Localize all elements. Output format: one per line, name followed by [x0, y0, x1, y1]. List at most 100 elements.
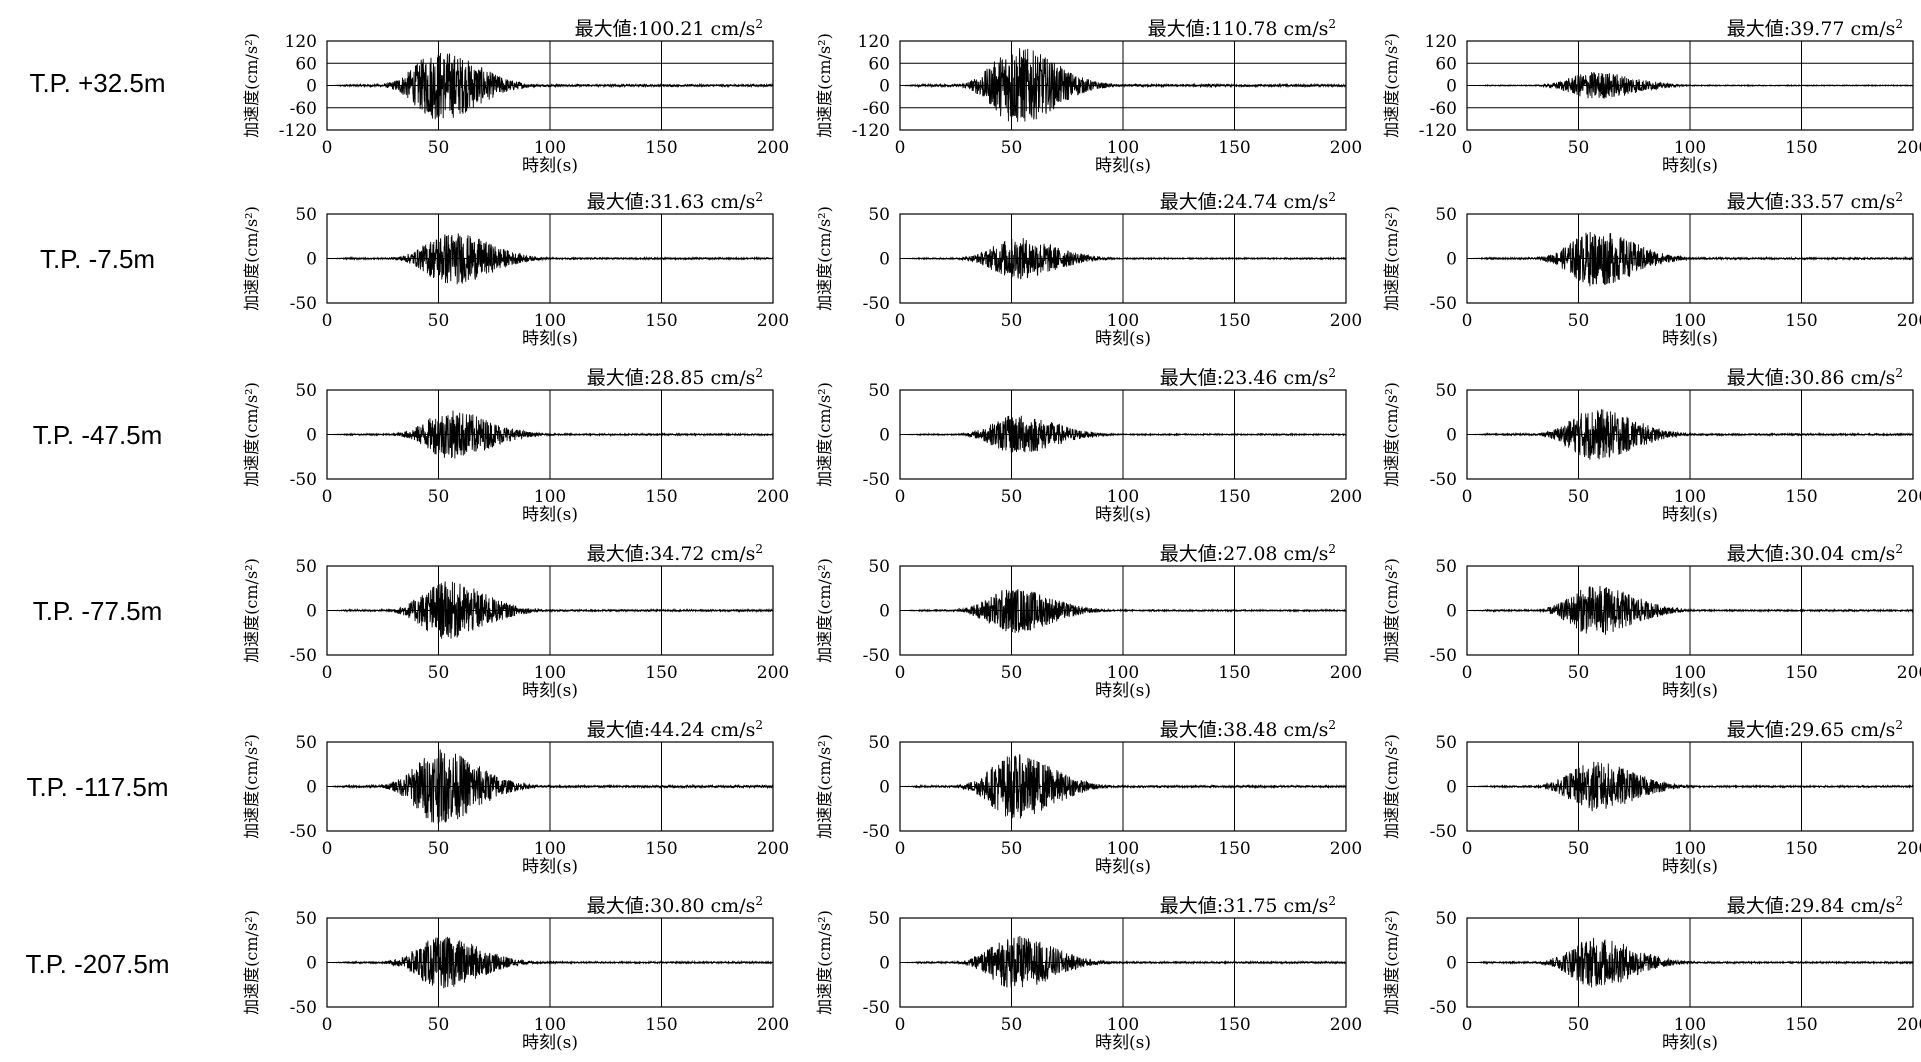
peak-value-label: 最大値:31.75 cm/s2: [1160, 894, 1336, 917]
y-tick-label: 50: [1435, 733, 1457, 753]
x-tick-label: 0: [895, 311, 906, 331]
x-tick-label: 0: [895, 663, 906, 683]
peak-value-text: 最大値:27.08 cm/s: [1160, 543, 1329, 565]
y-tick-label: 50: [868, 381, 890, 401]
peak-value-text: 最大値:24.74 cm/s: [1160, 191, 1329, 213]
waveform-trace: [900, 48, 1347, 122]
peak-unit-superscript: 2: [1328, 17, 1336, 31]
y-axis-label: 加速度(cm/s²): [815, 33, 834, 138]
waveform-trace: [900, 935, 1347, 988]
x-tick-label: 150: [1785, 138, 1817, 158]
y-tick-label: 50: [295, 557, 317, 577]
x-tick-label: 150: [1218, 311, 1250, 331]
x-tick-label: 0: [1462, 663, 1473, 683]
x-tick-label: 200: [1330, 487, 1362, 507]
x-tick-label: 200: [1330, 138, 1362, 158]
peak-value-text: 最大値:30.04 cm/s: [1727, 543, 1896, 565]
peak-unit-superscript: 2: [1895, 190, 1903, 204]
peak-unit-superscript: 2: [1328, 894, 1336, 908]
peak-value-text: 最大値:29.65 cm/s: [1727, 719, 1896, 741]
y-axis-label: 加速度(cm/s²): [1382, 33, 1401, 138]
y-axis-label: 加速度(cm/s²): [815, 382, 834, 487]
peak-value-text: 最大値:30.80 cm/s: [587, 895, 756, 917]
x-tick-label: 50: [1568, 138, 1590, 158]
x-tick-label: 0: [895, 1015, 906, 1035]
x-tick-label: 100: [534, 1015, 566, 1035]
y-tick-label: 0: [1446, 250, 1457, 270]
x-tick-label: 200: [757, 311, 789, 331]
x-tick-label: 100: [1107, 1015, 1139, 1035]
x-axis-label: 時刻(s): [522, 1033, 578, 1053]
peak-value-label: 最大値:24.74 cm/s2: [1160, 190, 1336, 213]
peak-value-text: 最大値:39.77 cm/s: [1727, 18, 1896, 40]
y-tick-label: -50: [1430, 822, 1457, 842]
x-tick-label: 50: [1001, 138, 1023, 158]
y-tick-label: -50: [290, 822, 317, 842]
x-tick-label: 100: [1674, 138, 1706, 158]
x-tick-label: 200: [757, 1015, 789, 1035]
x-tick-label: 150: [1785, 663, 1817, 683]
peak-unit-superscript: 2: [1895, 366, 1903, 380]
peak-value-label: 最大値:33.57 cm/s2: [1727, 190, 1903, 213]
x-tick-label: 100: [1107, 138, 1139, 158]
x-tick-label: 150: [645, 1015, 677, 1035]
y-tick-label: 120: [1425, 32, 1457, 52]
y-axis-label: 加速度(cm/s²): [1382, 910, 1401, 1015]
peak-value-label: 最大値:110.78 cm/s2: [1148, 17, 1336, 40]
x-axis-label: 時刻(s): [1095, 681, 1151, 701]
x-tick-label: 0: [895, 487, 906, 507]
y-axis-label: 加速度(cm/s²): [815, 558, 834, 663]
y-tick-label: -50: [863, 822, 890, 842]
y-tick-label: -50: [1430, 998, 1457, 1018]
y-axis-label: 加速度(cm/s²): [242, 33, 261, 138]
x-axis-label: 時刻(s): [1095, 505, 1151, 525]
peak-unit-superscript: 2: [1895, 542, 1903, 556]
x-tick-label: 100: [534, 839, 566, 859]
x-tick-label: 150: [645, 487, 677, 507]
x-tick-label: 150: [645, 138, 677, 158]
peak-value-text: 最大値:100.21 cm/s: [575, 18, 756, 40]
peak-value-text: 最大値:29.84 cm/s: [1727, 895, 1896, 917]
peak-unit-superscript: 2: [755, 718, 763, 732]
x-axis-label: 時刻(s): [1095, 156, 1151, 176]
peak-unit-superscript: 2: [1895, 894, 1903, 908]
y-tick-label: -50: [290, 998, 317, 1018]
x-tick-label: 0: [322, 1015, 333, 1035]
x-tick-label: 50: [1001, 1015, 1023, 1035]
y-tick-label: 0: [879, 250, 890, 270]
peak-value-text: 最大値:31.75 cm/s: [1160, 895, 1329, 917]
x-tick-label: 150: [1785, 1015, 1817, 1035]
peak-value-text: 最大値:38.48 cm/s: [1160, 719, 1329, 741]
y-axis-label: 加速度(cm/s²): [242, 910, 261, 1015]
peak-value-text: 最大値:23.46 cm/s: [1160, 367, 1329, 389]
x-axis-label: 時刻(s): [522, 329, 578, 349]
x-tick-label: 0: [895, 138, 906, 158]
x-tick-label: 200: [757, 663, 789, 683]
depth-label: T.P. -207.5m: [25, 949, 170, 979]
waveform-trace: [1467, 409, 1914, 460]
peak-unit-superscript: 2: [755, 542, 763, 556]
x-tick-label: 50: [428, 663, 450, 683]
waveform-trace: [900, 589, 1347, 633]
x-tick-label: 50: [428, 138, 450, 158]
peak-value-label: 最大値:31.63 cm/s2: [587, 190, 763, 213]
waveform-trace: [900, 415, 1347, 453]
x-tick-label: 50: [1001, 839, 1023, 859]
x-tick-label: 200: [1897, 839, 1921, 859]
x-tick-label: 200: [1897, 311, 1921, 331]
x-tick-label: 0: [322, 487, 333, 507]
waveform-trace: [327, 936, 774, 989]
x-tick-label: 0: [322, 311, 333, 331]
x-tick-label: 200: [1330, 311, 1362, 331]
y-tick-label: -50: [1430, 646, 1457, 666]
peak-value-label: 最大値:100.21 cm/s2: [575, 17, 763, 40]
x-tick-label: 0: [1462, 1015, 1473, 1035]
x-axis-label: 時刻(s): [522, 505, 578, 525]
x-tick-label: 150: [1785, 839, 1817, 859]
y-tick-label: 0: [879, 426, 890, 446]
x-tick-label: 200: [1330, 1015, 1362, 1035]
y-axis-label: 加速度(cm/s²): [242, 558, 261, 663]
depth-label: T.P. -7.5m: [39, 244, 156, 274]
x-tick-label: 100: [1674, 839, 1706, 859]
